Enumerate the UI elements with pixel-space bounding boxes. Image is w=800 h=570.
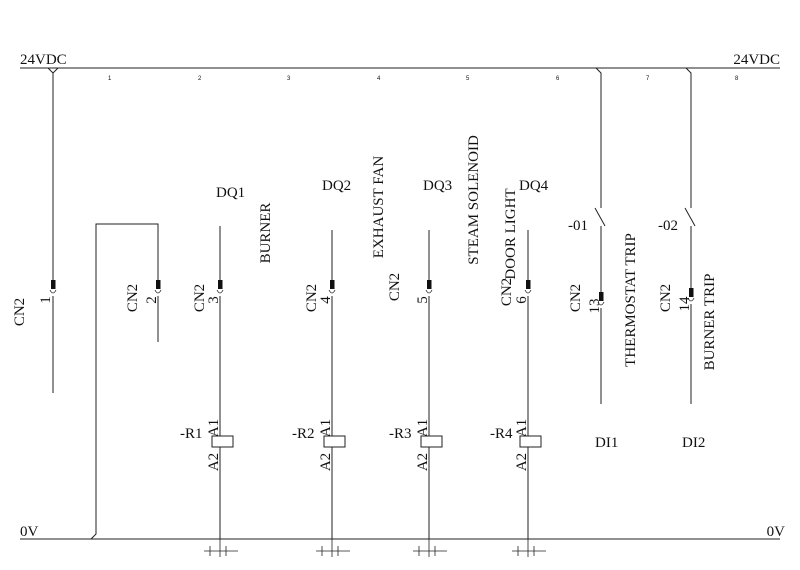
relay-tag: -R4	[490, 426, 513, 442]
label-24vdc-right: 24VDC	[733, 52, 780, 68]
pin-number: 2	[144, 296, 160, 304]
contact-tag: -01	[568, 218, 588, 234]
cross-reference-mark	[204, 539, 238, 557]
label-0v-right: 0V	[767, 524, 786, 540]
column-number: 3	[287, 76, 291, 82]
pin-number: 3	[206, 296, 222, 304]
column-number: 4	[377, 76, 381, 82]
output-function: DOOR LIGHT	[503, 188, 519, 279]
pin2-branch: CN2 2	[90, 223, 162, 540]
connector-label: CN2	[499, 278, 515, 306]
connector-label: CN2	[304, 284, 320, 312]
column-number: 6	[556, 76, 560, 82]
input-function: BURNER TRIP	[702, 274, 718, 371]
column-number: 8	[735, 76, 739, 82]
pin1-branch: CN2 1	[12, 67, 59, 393]
input-function: THERMOSTAT TRIP	[623, 233, 639, 367]
relay-coil	[323, 435, 346, 448]
cross-reference-mark	[512, 539, 546, 557]
coil-terminal-a1: A1	[415, 419, 431, 437]
pin-number: 14	[677, 296, 693, 312]
contact-switch	[684, 207, 696, 227]
connector-label: CN2	[125, 284, 141, 312]
coil-terminal-a2: A2	[514, 453, 530, 471]
coil-terminal-a2: A2	[415, 453, 431, 471]
coil-terminal-a2: A2	[206, 453, 222, 471]
contact-switch	[594, 207, 606, 227]
relay-tag: -R2	[292, 426, 315, 442]
relay-coil	[211, 435, 234, 448]
cross-reference-mark	[316, 539, 350, 557]
output-tag: DQ1	[216, 185, 245, 201]
output-dq2: DQ2 EXHAUST FAN CN2 4 -R2 A1 A2	[292, 156, 387, 557]
column-number: 7	[646, 76, 650, 82]
label-0v-left: 0V	[20, 524, 39, 540]
pin-number: 5	[415, 296, 431, 304]
output-dq4: DQ4 DOOR LIGHT CN2 6 -R4 A1 A2	[490, 178, 549, 557]
relay-tag: -R1	[180, 426, 203, 442]
relay-coil	[519, 435, 542, 448]
input-di1: -01 CN2 13 THERMOSTAT TRIP DI1	[568, 67, 639, 451]
input-tag: DI2	[682, 435, 705, 451]
input-tag: DI1	[595, 435, 618, 451]
column-number: 2	[198, 76, 202, 82]
output-dq3: DQ3 STEAM SOLENOID CN2 5 -R3 A1 A2	[387, 135, 482, 557]
relay-coil	[420, 435, 443, 448]
connector-label: CN2	[658, 284, 674, 312]
connector-label: CN2	[12, 298, 28, 326]
coil-terminal-a1: A1	[514, 419, 530, 437]
coil-terminal-a2: A2	[318, 453, 334, 471]
output-function: BURNER	[258, 203, 274, 264]
coil-terminal-a1: A1	[318, 419, 334, 437]
contact-tag: -02	[658, 218, 678, 234]
output-tag: DQ2	[322, 178, 351, 194]
label-24vdc-left: 24VDC	[20, 52, 67, 68]
output-function: EXHAUST FAN	[371, 156, 387, 259]
column-number: 5	[466, 76, 470, 82]
relay-tag: -R3	[389, 426, 412, 442]
pin-number: 6	[514, 296, 530, 304]
output-tag: DQ3	[423, 178, 452, 194]
output-tag: DQ4	[519, 178, 549, 194]
pin-number: 1	[38, 296, 54, 304]
connector-label: CN2	[387, 273, 403, 301]
connector-label: CN2	[568, 284, 584, 312]
pin-number: 13	[587, 299, 603, 314]
connector-label: CN2	[192, 284, 208, 312]
column-number: 1	[108, 76, 112, 82]
output-dq1: DQ1 BURNER CN2 3 -R1 A1 A2	[180, 185, 274, 557]
input-di2: -02 CN2 14 BURNER TRIP DI2	[658, 67, 718, 451]
cross-reference-mark	[413, 539, 447, 557]
output-function: STEAM SOLENOID	[466, 135, 482, 265]
pin-number: 4	[318, 296, 334, 304]
coil-terminal-a1: A1	[206, 419, 222, 437]
